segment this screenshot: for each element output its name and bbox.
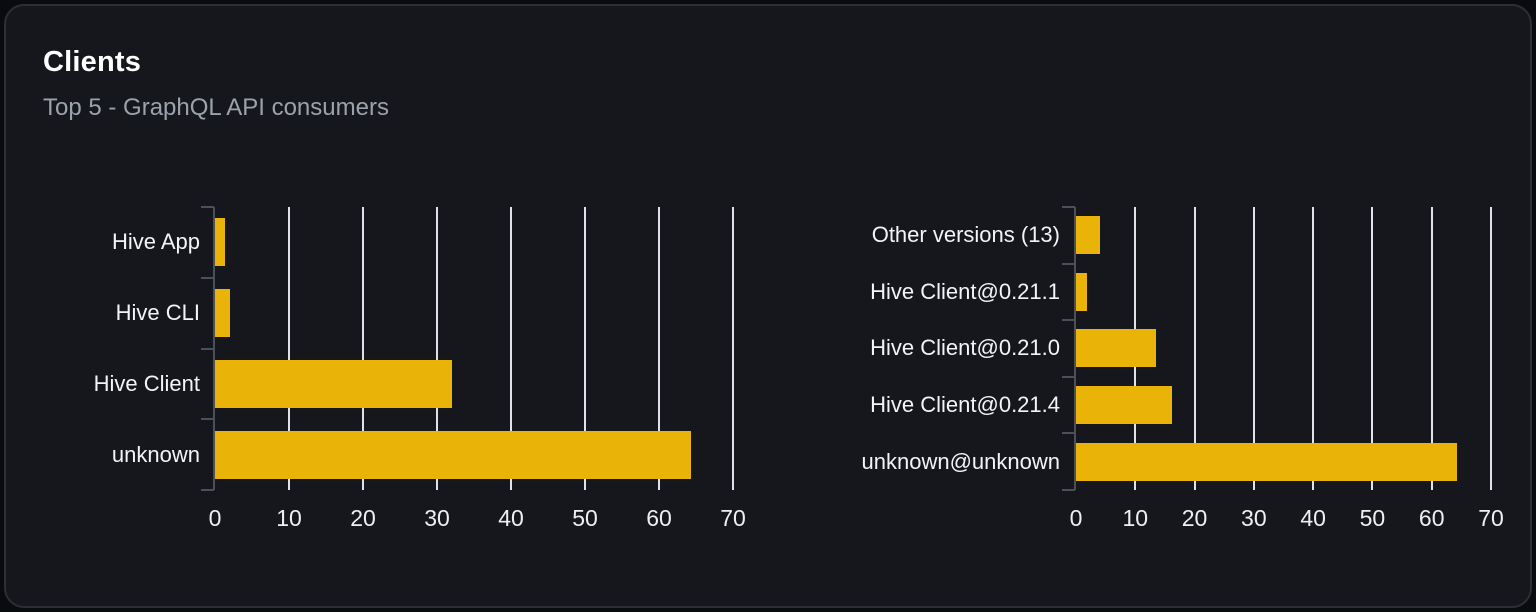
category-label: Hive Client@0.21.1 — [870, 278, 1060, 304]
gridline — [1193, 207, 1196, 490]
gridline — [1312, 207, 1315, 490]
client-versions-bar-chart: Other versions (13) Hive Client@0.21.1 Hiv… — [845, 206, 1504, 533]
y-axis-line — [213, 207, 215, 490]
category-label: Hive Client — [93, 370, 200, 396]
bar[interactable] — [215, 218, 226, 267]
y-axis-tick — [1062, 432, 1075, 435]
bar-rows — [1076, 207, 1491, 490]
bar[interactable] — [215, 289, 230, 338]
category-label: Hive App — [111, 229, 200, 255]
x-tick-label: 10 — [276, 505, 302, 531]
x-tick-label: 50 — [1359, 505, 1386, 531]
x-tick-label: 60 — [1418, 505, 1445, 531]
bar-row — [1076, 264, 1491, 321]
x-tick-label: 70 — [1478, 505, 1504, 531]
bar-row — [215, 349, 733, 420]
page-title: Clients — [43, 46, 142, 78]
category-label: Hive Client@0.21.0 — [870, 335, 1060, 361]
x-tick-label: 10 — [1122, 505, 1149, 531]
y-axis-tick — [201, 347, 214, 350]
category-labels: Other versions (13) Hive Client@0.21.1 Hiv… — [845, 207, 1076, 490]
x-tick-label: 60 — [646, 505, 672, 531]
bar-row — [1076, 377, 1491, 434]
x-tick-label: 40 — [1300, 505, 1326, 531]
y-axis-tick — [1062, 375, 1075, 378]
gridline — [1371, 207, 1374, 490]
gridline — [1252, 207, 1255, 490]
category-labels: Hive App Hive CLI Hive Client unknown — [40, 207, 215, 490]
x-tick-label: 40 — [498, 505, 524, 531]
y-axis-line — [1074, 207, 1076, 490]
x-tick-label: 20 — [350, 505, 376, 531]
y-axis-tick — [201, 206, 214, 208]
bar-row — [215, 278, 733, 349]
y-axis-tick — [1062, 319, 1075, 322]
gridline — [732, 207, 734, 490]
bar[interactable] — [215, 430, 691, 479]
bar-rows — [215, 207, 733, 490]
y-axis-tick — [201, 276, 214, 279]
x-tick-label: 30 — [1241, 505, 1267, 531]
x-tick-label: 50 — [572, 505, 598, 531]
category-label: Hive Client@0.21.4 — [870, 392, 1060, 418]
category-label: Other versions (13) — [871, 222, 1060, 248]
x-axis-ticks: 0 10 20 30 40 50 60 70 — [209, 505, 746, 533]
gridline — [584, 207, 586, 490]
x-axis-ticks: 0 10 20 30 40 50 60 70 — [1070, 505, 1504, 533]
bar[interactable] — [1076, 442, 1458, 481]
bar[interactable] — [1076, 329, 1157, 368]
y-axis-tick — [201, 418, 214, 421]
x-tick-label: 20 — [1181, 505, 1208, 531]
page-subtitle: Top 5 - GraphQL API consumers — [43, 94, 389, 121]
bar-row — [215, 419, 733, 490]
x-tick-label: 0 — [1069, 505, 1083, 531]
bar[interactable] — [1076, 272, 1088, 311]
x-tick-label: 0 — [208, 505, 222, 531]
bar-row — [1076, 433, 1491, 490]
gridline — [288, 207, 290, 490]
category-label: Hive CLI — [115, 300, 200, 326]
bar[interactable] — [1076, 386, 1173, 425]
y-axis-tick — [1062, 206, 1075, 208]
gridline — [658, 207, 660, 490]
y-axis-tick — [1062, 262, 1075, 265]
gridline — [1430, 207, 1433, 490]
x-tick-label: 70 — [720, 505, 746, 531]
y-axis-tick — [1062, 489, 1075, 491]
bar-row — [215, 207, 733, 278]
gridline — [510, 207, 512, 490]
category-label: unknown@unknown — [861, 448, 1060, 474]
plot-area — [1062, 206, 1492, 491]
x-tick-label: 30 — [424, 505, 450, 531]
clients-bar-chart: Hive App Hive CLI Hive Client unknown 0 10 20… — [40, 206, 746, 533]
bar-row — [1076, 320, 1491, 377]
bar-row — [1076, 207, 1491, 264]
category-label: unknown — [111, 441, 200, 467]
y-axis-tick — [201, 489, 214, 491]
clients-card — [4, 4, 1532, 608]
gridline — [436, 207, 438, 490]
gridline — [362, 207, 364, 490]
plot-area — [201, 206, 734, 491]
bar[interactable] — [215, 359, 452, 408]
gridline — [1490, 207, 1492, 490]
bar[interactable] — [1076, 216, 1100, 255]
